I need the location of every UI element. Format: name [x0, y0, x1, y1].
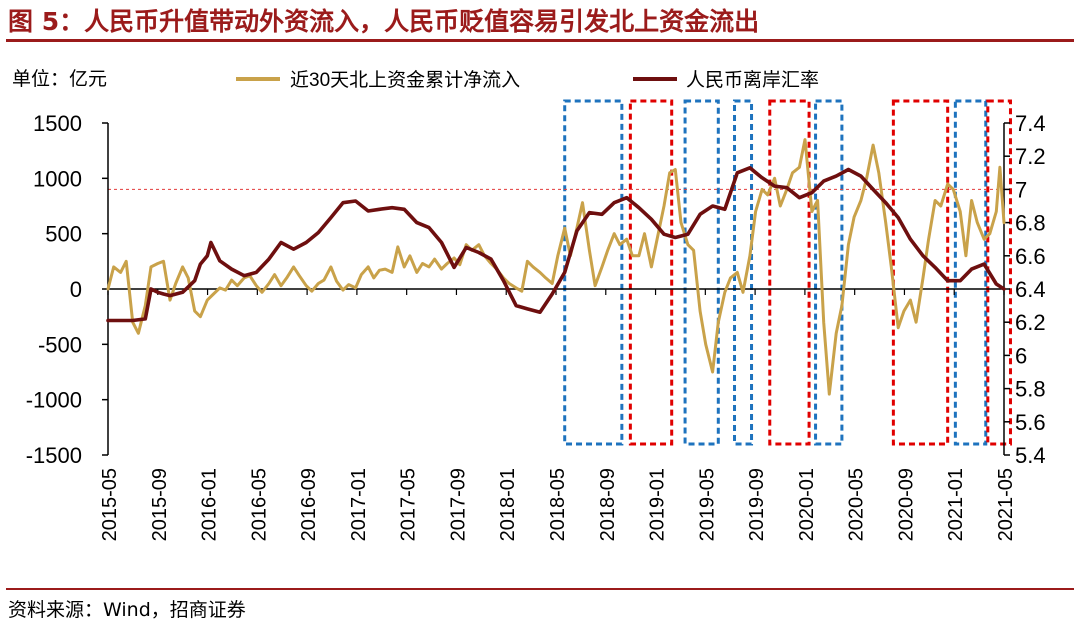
right-tick-label: 7.4	[1015, 111, 1046, 136]
right-tick-label: 6	[1015, 343, 1027, 368]
x-tick-label: 2016-05	[248, 468, 270, 541]
left-tick-label: 0	[70, 277, 82, 302]
title-rule	[6, 39, 1074, 42]
depreciation-box	[768, 99, 811, 446]
legend-label-northbound: 近30天北上资金累计净流入	[290, 69, 520, 91]
x-tick-label: 2017-09	[447, 468, 469, 541]
left-tick-label: -1500	[26, 443, 82, 468]
left-tick-label: 1500	[33, 111, 82, 136]
appreciation-box	[953, 99, 988, 446]
x-tick-label: 2021-05	[995, 468, 1017, 541]
x-tick-label: 2018-01	[497, 468, 519, 541]
x-tick-label: 2018-09	[597, 468, 619, 541]
figure-title: 图 5：人民币升值带动外资流入，人民币贬值容易引发北上资金流出	[8, 7, 760, 36]
footer-rule	[6, 588, 1074, 590]
right-tick-label: 6.6	[1015, 244, 1046, 269]
x-axis: 2015-05 2015-09 2016-01 2016-05 2016-09 2017-…	[99, 288, 1017, 541]
x-tick-label: 2020-01	[796, 468, 818, 541]
x-tick-label: 2015-05	[99, 468, 121, 541]
x-tick-label: 2017-05	[398, 468, 420, 541]
right-tick-label: 5.8	[1015, 377, 1046, 402]
left-tick-label: 1000	[33, 166, 82, 191]
cnh-rate-line	[106, 166, 1006, 323]
right-tick-label: 6.4	[1015, 277, 1046, 302]
right-tick-label: 7	[1015, 177, 1027, 202]
x-tick-label: 2019-05	[696, 468, 718, 541]
right-tick-label: 7.2	[1015, 144, 1046, 169]
x-tick-label: 2016-01	[199, 468, 221, 541]
x-tick-label: 2020-05	[846, 468, 868, 541]
x-tick-label: 2018-05	[547, 468, 569, 541]
x-tick-label: 2015-09	[149, 468, 171, 541]
left-tick-label: 500	[45, 222, 82, 247]
legend-label-cnh: 人民币离岸汇率	[686, 69, 819, 91]
x-tick-label: 2017-01	[348, 468, 370, 541]
appreciation-box	[683, 99, 720, 446]
left-tick-label: -1000	[26, 388, 82, 413]
left-axis: 1500 1000 500 0 -500 -1000 -1500	[26, 111, 109, 468]
x-tick-label: 2016-09	[298, 468, 320, 541]
x-tick-label: 2021-01	[945, 468, 967, 541]
unit-label: 单位：亿元	[12, 68, 107, 90]
x-axis-ticks: 2015-05 2015-09 2016-01 2016-05 2016-09 2017-…	[99, 289, 1017, 541]
legend: 近30天北上资金累计净流入 人民币离岸汇率	[236, 69, 819, 91]
series-lines	[106, 138, 1006, 396]
depreciation-box	[628, 99, 674, 446]
right-axis-ticks: 7.4 7.2 7 6.8 6.6 6.4 6.2 6 5.8 5.6 5.4	[1004, 111, 1046, 468]
right-tick-label: 5.4	[1015, 443, 1046, 468]
right-axis: 7.4 7.2 7 6.8 6.6 6.4 6.2 6 5.8 5.6 5.4	[1003, 111, 1046, 468]
right-tick-label: 6.2	[1015, 310, 1046, 335]
left-axis-ticks: 1500 1000 500 0 -500 -1000 -1500	[26, 111, 108, 468]
left-tick-label: -500	[38, 332, 82, 357]
right-tick-label: 5.6	[1015, 410, 1046, 435]
x-tick-label: 2019-01	[647, 468, 669, 541]
source-note: 资料来源：Wind，招商证券	[8, 599, 246, 621]
right-tick-label: 6.8	[1015, 211, 1046, 236]
appreciation-box	[814, 99, 844, 446]
x-tick-label: 2020-09	[895, 468, 917, 541]
x-tick-label: 2019-09	[746, 468, 768, 541]
depreciation-box	[986, 99, 1012, 446]
northbound-flow-line	[106, 138, 1006, 396]
highlight-boxes	[563, 99, 1012, 446]
